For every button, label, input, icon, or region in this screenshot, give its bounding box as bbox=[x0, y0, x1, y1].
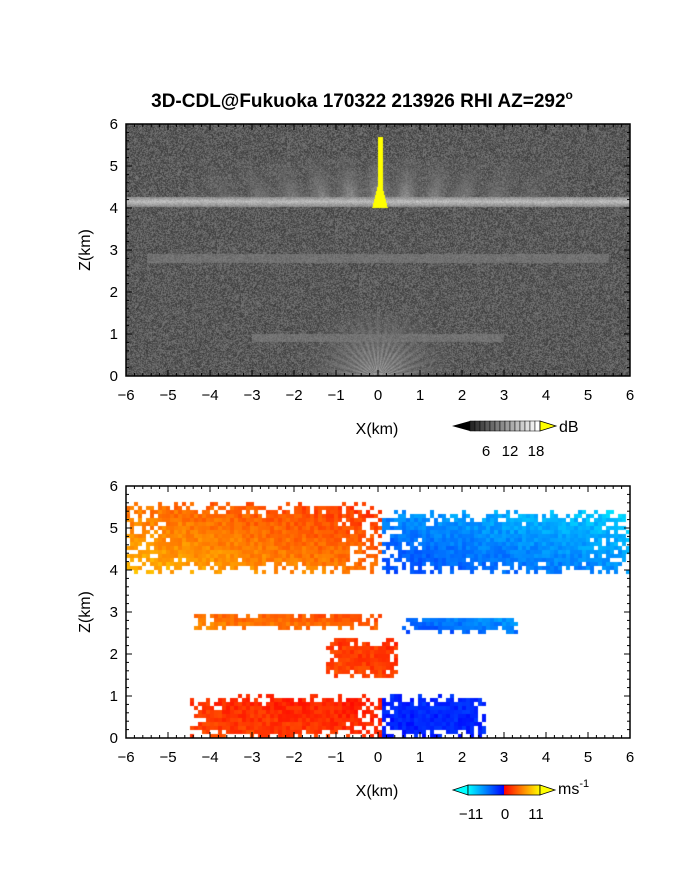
x-tick-label: −2 bbox=[285, 749, 302, 766]
colorbar-cell bbox=[479, 420, 486, 432]
colorbar-gradient bbox=[467, 784, 541, 796]
x-tick-label: −4 bbox=[201, 387, 218, 404]
x-axis-label: X(km) bbox=[356, 783, 399, 800]
y-tick-label: 5 bbox=[110, 520, 118, 537]
colorbar-tick: 11 bbox=[528, 806, 544, 823]
axis-ticks: −6 −5 −4 −3 −2 −1 0 1 2 3 4 5 6 0 1 2 3 4 5 6 bbox=[110, 478, 635, 766]
x-axis-label: X(km) bbox=[356, 421, 399, 438]
colorbar-cell bbox=[469, 420, 476, 432]
y-tick-label: 3 bbox=[110, 242, 118, 259]
reflectivity-panel: −6 −5 −4 −3 −2 −1 0 1 2 3 4 5 6 0 1 2 3 4 5 6 X(km) Z(km) bbox=[77, 116, 634, 438]
y-tick-label: 2 bbox=[110, 284, 118, 301]
colorbar-cell bbox=[519, 420, 526, 432]
x-tick-label: −4 bbox=[201, 749, 218, 766]
x-tick-label: −1 bbox=[327, 749, 344, 766]
colorbar-cell bbox=[529, 420, 536, 432]
colorbar-tick: 0 bbox=[501, 806, 509, 823]
colorbar-tick: −11 bbox=[459, 806, 483, 823]
colorbar-cell bbox=[499, 420, 506, 432]
x-tick-label: −5 bbox=[159, 387, 176, 404]
velocity-heatmap bbox=[126, 486, 630, 738]
colorbar-low-triangle bbox=[452, 421, 470, 431]
y-axis-label: Z(km) bbox=[77, 229, 94, 271]
y-tick-label: 1 bbox=[110, 326, 118, 343]
colorbar-unit: ms-1 bbox=[558, 778, 589, 798]
x-tick-label: 6 bbox=[626, 387, 634, 404]
colorbar-tick: 12 bbox=[502, 443, 519, 460]
colorbar-cell bbox=[504, 420, 511, 432]
x-tick-label: 0 bbox=[374, 749, 382, 766]
colorbar-cell bbox=[484, 420, 491, 432]
colorbar-tick: 6 bbox=[482, 443, 490, 460]
x-tick-label: 5 bbox=[584, 749, 592, 766]
velocity-panel: −6 −5 −4 −3 −2 −1 0 1 2 3 4 5 6 0 1 2 3 4 5 6 X(km) Z(km) bbox=[77, 478, 634, 800]
x-tick-label: −3 bbox=[243, 749, 260, 766]
colorbar-cell bbox=[494, 420, 501, 432]
y-tick-label: 0 bbox=[110, 730, 118, 747]
y-tick-label: 1 bbox=[110, 688, 118, 705]
y-tick-label: 6 bbox=[110, 116, 118, 133]
y-tick-label: 4 bbox=[110, 200, 118, 217]
reflectivity-colorbar: dB 6 12 18 bbox=[452, 419, 579, 460]
reflectivity-heatmap bbox=[126, 124, 630, 376]
colorbar-cell bbox=[474, 420, 481, 432]
y-tick-label: 6 bbox=[110, 478, 118, 495]
x-tick-label: 2 bbox=[458, 749, 466, 766]
colorbar-cell bbox=[534, 420, 541, 432]
y-axis-label: Z(km) bbox=[77, 591, 94, 633]
x-tick-label: −2 bbox=[285, 387, 302, 404]
colorbar-low-triangle bbox=[451, 784, 469, 796]
y-tick-label: 3 bbox=[110, 604, 118, 621]
chart-title: 3D-CDL@Fukuoka 170322 213926 RHI AZ=292o bbox=[151, 88, 573, 112]
colorbar-cell bbox=[514, 420, 521, 432]
x-tick-label: 6 bbox=[626, 749, 634, 766]
y-tick-label: 2 bbox=[110, 646, 118, 663]
x-tick-label: −1 bbox=[327, 387, 344, 404]
y-tick-label: 0 bbox=[110, 368, 118, 385]
y-tick-label: 5 bbox=[110, 158, 118, 175]
x-tick-label: 3 bbox=[500, 387, 508, 404]
x-tick-label: 1 bbox=[416, 749, 424, 766]
x-tick-label: 2 bbox=[458, 387, 466, 404]
x-tick-label: −6 bbox=[117, 749, 134, 766]
colorbar-cell bbox=[489, 420, 496, 432]
x-tick-label: 4 bbox=[542, 749, 550, 766]
y-tick-label: 4 bbox=[110, 562, 118, 579]
x-tick-label: −6 bbox=[117, 387, 134, 404]
colorbar-high-triangle bbox=[539, 420, 558, 432]
colorbar-tick: 18 bbox=[528, 443, 545, 460]
x-tick-label: 5 bbox=[584, 387, 592, 404]
x-tick-label: −5 bbox=[159, 749, 176, 766]
x-tick-label: 4 bbox=[542, 387, 550, 404]
colorbar-cell bbox=[509, 420, 516, 432]
x-tick-label: 0 bbox=[374, 387, 382, 404]
velocity-colorbar: ms-1 −11 0 11 bbox=[451, 778, 589, 823]
axis-ticks: −6 −5 −4 −3 −2 −1 0 1 2 3 4 5 6 0 1 2 3 4 5 6 bbox=[110, 116, 635, 404]
x-tick-label: 3 bbox=[500, 749, 508, 766]
x-tick-label: −3 bbox=[243, 387, 260, 404]
colorbar-high-triangle bbox=[539, 784, 557, 796]
colorbar-cell bbox=[524, 420, 531, 432]
x-tick-label: 1 bbox=[416, 387, 424, 404]
colorbar-unit: dB bbox=[559, 419, 579, 436]
